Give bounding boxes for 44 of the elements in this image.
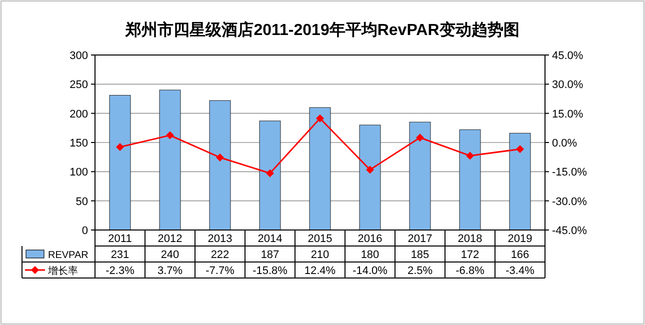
data-label: 231: [110, 249, 130, 261]
data-label: 210: [310, 249, 330, 261]
data-label: -7.7%: [206, 265, 235, 277]
x-tick-label: 2014: [258, 233, 282, 245]
y2-tick-label: -30.0%: [552, 196, 588, 208]
data-label: -6.8%: [456, 265, 485, 277]
data-label: 240: [160, 249, 180, 261]
data-label: 222: [210, 249, 230, 261]
data-label: 3.7%: [157, 265, 183, 277]
y-tick-label: 100: [70, 166, 88, 179]
title: 郑州市四星级酒店2011-2019年平均RevPAR变动趋势图: [126, 22, 520, 39]
data-label: -2.3%: [106, 265, 135, 277]
data-label: 187: [260, 249, 280, 261]
x-tick-label: 2015: [308, 233, 332, 245]
y2-tick-label: -45.0%: [552, 225, 588, 237]
y2-tick-label: 45.0%: [552, 50, 584, 62]
y-tick-label: 0: [82, 225, 88, 237]
data-label: 185: [410, 249, 430, 261]
x-tick-label: 2012: [158, 233, 182, 245]
x-tick-label: 2017: [408, 233, 432, 245]
y-tick-label: 50: [76, 196, 88, 208]
data-label: -14.0%: [352, 265, 388, 277]
data-label: 12.4%: [304, 265, 336, 277]
y2-tick-label: 15.0%: [552, 108, 584, 120]
y-tick-label: 200: [70, 108, 88, 120]
y-tick-label: 300: [70, 50, 88, 62]
y2-tick-label: 0.0%: [552, 138, 578, 150]
data-label: 2.5%: [407, 265, 433, 277]
legend-label: REVPAR: [48, 250, 88, 261]
x-tick-label: 2018: [458, 233, 482, 245]
y2-tick-label: -15.0%: [552, 166, 588, 179]
data-label: -3.4%: [506, 265, 535, 277]
x-tick-label: 2013: [208, 233, 232, 245]
x-tick-label: 2016: [358, 233, 382, 245]
data-label: 180: [360, 249, 380, 261]
y-tick-label: 250: [70, 79, 88, 92]
x-tick-label: 2011: [108, 233, 132, 245]
data-label: 172: [460, 249, 480, 261]
y-tick-label: 150: [70, 138, 88, 150]
data-label: -15.8%: [252, 265, 288, 277]
y2-tick-label: 30.0%: [552, 79, 584, 92]
x-tick-label: 2019: [508, 233, 532, 245]
legend-label: 增长率: [47, 265, 78, 277]
data-label: 166: [510, 249, 530, 261]
